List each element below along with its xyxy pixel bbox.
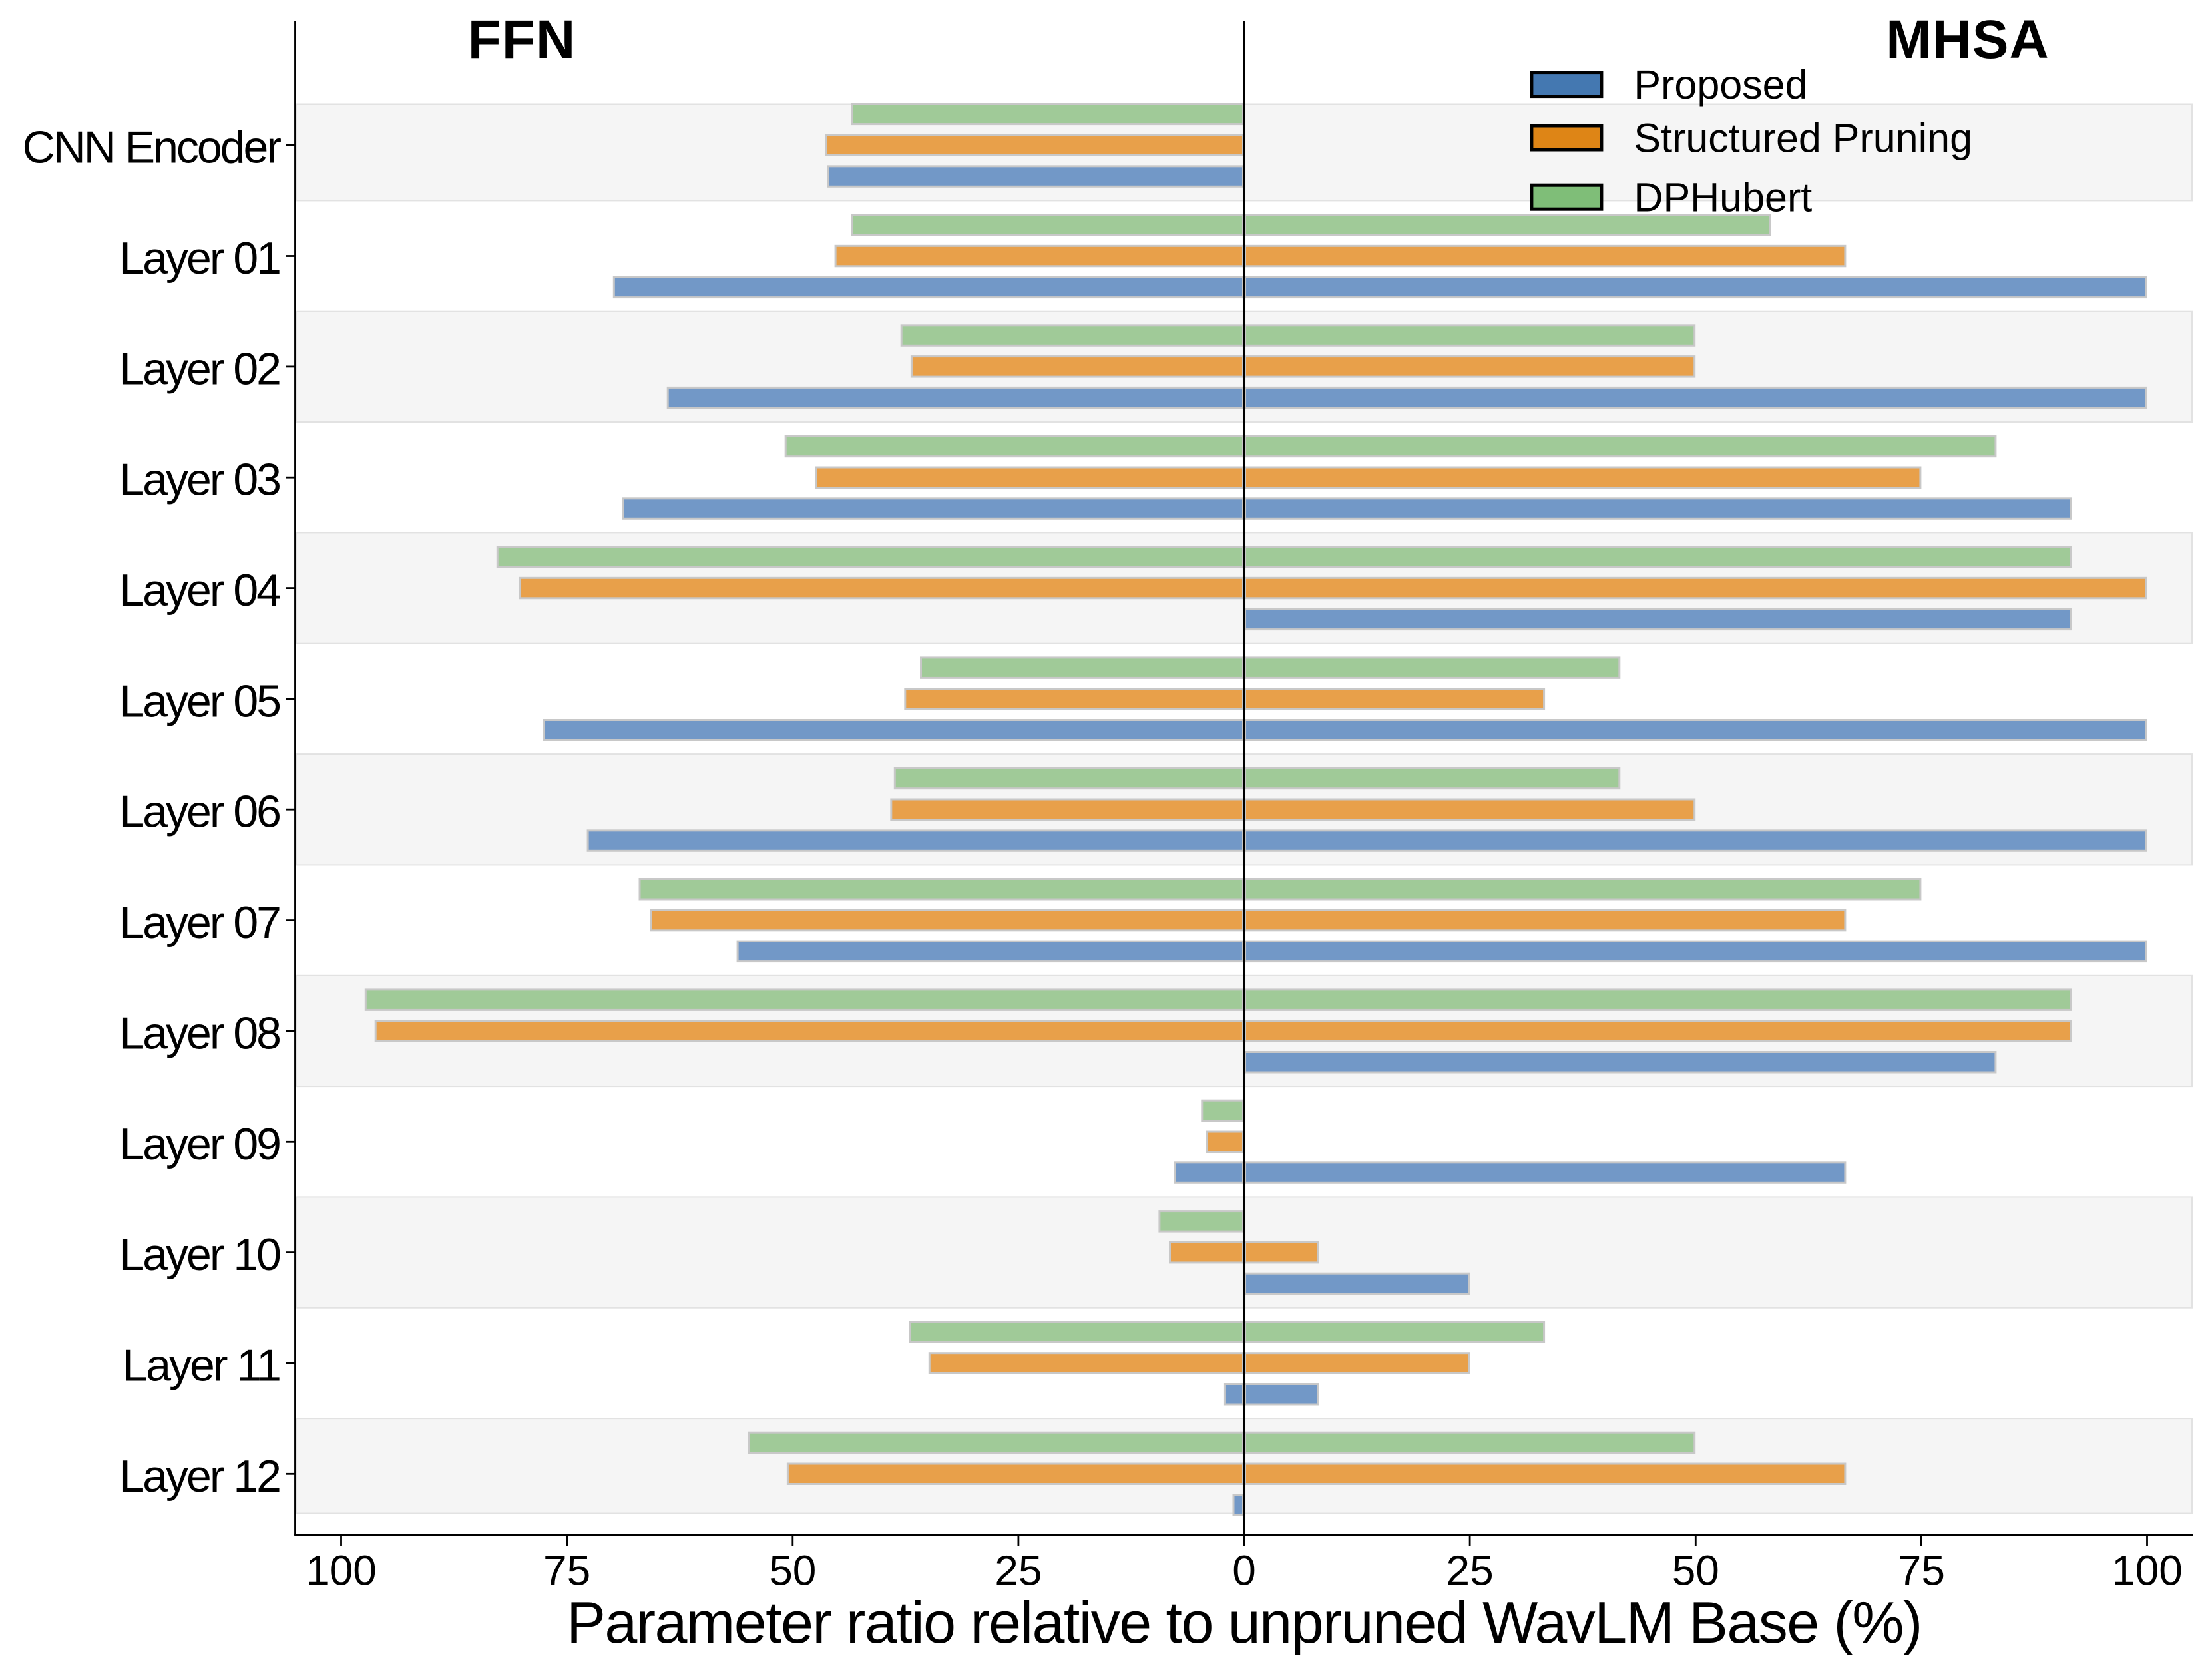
svg-text:Layer 11: Layer 11	[122, 1340, 280, 1390]
svg-text:Structured Pruning: Structured Pruning	[1634, 116, 1972, 161]
svg-text:50: 50	[769, 1546, 816, 1594]
svg-text:75: 75	[543, 1546, 590, 1594]
svg-text:FFN: FFN	[468, 9, 576, 70]
svg-text:Layer 08: Layer 08	[119, 1008, 280, 1058]
svg-text:0: 0	[1232, 1546, 1256, 1594]
svg-text:75: 75	[1898, 1546, 1945, 1594]
svg-text:DPHubert: DPHubert	[1634, 175, 1812, 220]
svg-text:25: 25	[1446, 1546, 1494, 1594]
svg-text:Layer 10: Layer 10	[119, 1229, 280, 1280]
svg-text:MHSA: MHSA	[1886, 9, 2049, 70]
svg-text:Layer 02: Layer 02	[119, 343, 280, 394]
svg-text:Layer 03: Layer 03	[119, 455, 280, 505]
svg-text:25: 25	[995, 1546, 1042, 1594]
svg-text:Layer 04: Layer 04	[119, 565, 280, 616]
svg-text:Proposed: Proposed	[1634, 62, 1807, 107]
svg-text:Layer 05: Layer 05	[119, 676, 280, 726]
svg-text:Layer 07: Layer 07	[119, 897, 280, 948]
svg-text:CNN Encoder: CNN Encoder	[23, 122, 282, 173]
svg-text:50: 50	[1672, 1546, 1719, 1594]
svg-text:Layer 12: Layer 12	[119, 1451, 280, 1502]
svg-text:Parameter ratio relative to un: Parameter ratio relative to unpruned Wav…	[566, 1589, 1922, 1655]
svg-text:Layer 06: Layer 06	[119, 787, 280, 837]
svg-text:100: 100	[306, 1546, 377, 1594]
svg-text:Layer 01: Layer 01	[119, 233, 280, 284]
svg-text:Layer 09: Layer 09	[119, 1119, 280, 1169]
svg-text:100: 100	[2111, 1546, 2183, 1594]
